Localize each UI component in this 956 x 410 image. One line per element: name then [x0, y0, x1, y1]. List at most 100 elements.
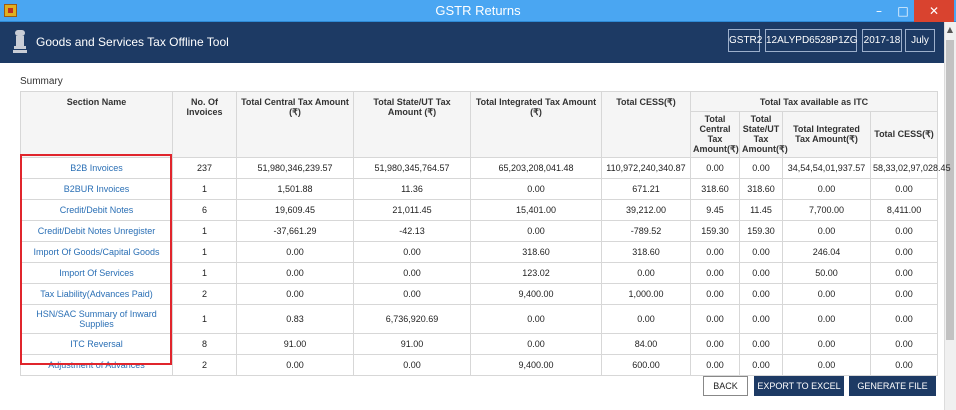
- cell-invoices: 1: [172, 304, 237, 334]
- cell-state: 91.00: [353, 333, 471, 355]
- col-itc-central: Total Central Tax Amount(₹): [690, 111, 740, 158]
- cell-central: 19,609.45: [236, 199, 354, 221]
- cell-cess: -789.52: [601, 220, 691, 242]
- cell-itc-cess: 8,411.00: [869, 199, 939, 221]
- cell-itc-central: 318.60: [690, 178, 740, 200]
- month-badge: July: [905, 29, 935, 52]
- scroll-up-icon[interactable]: ▲: [946, 25, 954, 34]
- cell-itc-integrated: 0.00: [782, 333, 871, 355]
- cell-state: 6,736,920.69: [353, 304, 471, 334]
- cell-itc-cess: 0.00: [869, 220, 939, 242]
- cell-itc-cess: 0.00: [869, 178, 939, 200]
- cell-state: 0.00: [353, 283, 471, 305]
- cell-cess: 318.60: [601, 241, 691, 263]
- col-itc-integrated: Total Integrated Tax Amount(₹): [782, 111, 871, 158]
- app-header: Goods and Services Tax Offline Tool GSTR…: [0, 22, 944, 63]
- scrollbar-thumb[interactable]: [946, 40, 954, 340]
- cell-itc-integrated: 50.00: [782, 262, 871, 284]
- cell-itc-central: 0.00: [690, 283, 740, 305]
- form-badge: GSTR2: [728, 29, 762, 52]
- window-title: GSTR Returns: [435, 3, 521, 18]
- cell-central: 0.00: [236, 241, 354, 263]
- cell-state: 0.00: [353, 354, 471, 376]
- cell-state: 0.00: [353, 241, 471, 263]
- cell-integrated: 0.00: [470, 333, 602, 355]
- cell-invoices: 8: [172, 333, 237, 355]
- cell-state: 11.36: [353, 178, 471, 200]
- cell-cess: 1,000.00: [601, 283, 691, 305]
- minimize-icon[interactable]: –: [876, 4, 882, 18]
- cell-itc-cess: 0.00: [869, 354, 939, 376]
- maximize-icon[interactable]: □: [897, 4, 909, 18]
- app-icon: [4, 4, 17, 17]
- cell-itc-integrated: 0.00: [782, 220, 871, 242]
- cell-itc-integrated: 0.00: [782, 178, 871, 200]
- cell-integrated: 9,400.00: [470, 283, 602, 305]
- summary-table: Section Name No. Of Invoices Total Centr…: [20, 91, 951, 376]
- cell-central: 0.00: [236, 354, 354, 376]
- cell-integrated: 0.00: [470, 178, 602, 200]
- col-section-name: Section Name: [20, 91, 173, 158]
- generate-file-button[interactable]: GENERATE FILE: [849, 376, 936, 396]
- section-link[interactable]: Adjustment of Advances: [20, 354, 173, 376]
- cell-itc-central: 0.00: [690, 241, 740, 263]
- app-title: Goods and Services Tax Offline Tool: [36, 35, 229, 49]
- col-central-tax: Total Central Tax Amount (₹): [236, 91, 354, 158]
- cell-integrated: 0.00: [470, 304, 602, 334]
- cell-itc-state: 11.45: [739, 199, 783, 221]
- col-itc-group: Total Tax available as ITC: [689, 91, 939, 112]
- cell-itc-cess: 58,33,02,97,028.45: [869, 157, 951, 179]
- cell-central: 0.00: [236, 262, 354, 284]
- cell-invoices: 6: [172, 199, 237, 221]
- emblem-icon: [13, 30, 27, 53]
- table-row: B2B Invoices 237 51,980,346,239.57 51,98…: [20, 157, 951, 179]
- window-titlebar: GSTR Returns – □ ✕: [0, 0, 956, 22]
- cell-cess: 0.00: [601, 262, 691, 284]
- gstin-badge: 12ALYPD6528P1ZG: [765, 29, 858, 52]
- col-state-tax: Total State/UT Tax Amount (₹): [353, 91, 471, 158]
- cell-integrated: 318.60: [470, 241, 602, 263]
- cell-itc-cess: 0.00: [869, 262, 939, 284]
- cell-invoices: 1: [172, 178, 237, 200]
- cell-itc-integrated: 7,700.00: [782, 199, 871, 221]
- export-to-excel-button[interactable]: EXPORT TO EXCEL: [754, 376, 844, 396]
- cell-invoices: 237: [172, 157, 237, 179]
- col-itc-state: Total State/UT Tax Amount(₹): [739, 111, 788, 158]
- col-invoices: No. Of Invoices: [172, 91, 237, 158]
- cell-itc-central: 0.00: [690, 262, 740, 284]
- cell-state: 0.00: [353, 262, 471, 284]
- cell-invoices: 1: [172, 262, 237, 284]
- cell-itc-cess: 0.00: [869, 304, 939, 334]
- cell-itc-central: 159.30: [690, 220, 740, 242]
- cell-integrated: 0.00: [470, 220, 602, 242]
- cell-invoices: 2: [172, 283, 237, 305]
- cell-itc-central: 0.00: [690, 304, 740, 334]
- cell-itc-integrated: 246.04: [782, 241, 871, 263]
- cell-cess: 600.00: [601, 354, 691, 376]
- cell-state: -42.13: [353, 220, 471, 242]
- cell-itc-state: 0.00: [739, 333, 783, 355]
- cell-itc-integrated: 34,54,54,01,937.57: [782, 157, 871, 179]
- close-icon[interactable]: ✕: [914, 0, 954, 22]
- cell-itc-central: 9.45: [690, 199, 740, 221]
- cell-cess: 110,972,240,340.87: [601, 157, 691, 179]
- cell-cess: 39,212.00: [601, 199, 691, 221]
- cell-cess: 0.00: [601, 304, 691, 334]
- cell-itc-state: 0.00: [739, 157, 783, 179]
- table-row: Import Of Services 1 0.00 0.00 123.02 0.…: [20, 262, 939, 284]
- cell-itc-integrated: 0.00: [782, 304, 871, 334]
- section-name-highlight: [20, 154, 172, 365]
- section-link[interactable]: HSN/SAC Summary of Inward Supplies: [20, 304, 173, 334]
- back-button[interactable]: BACK: [703, 376, 748, 396]
- col-cess: Total CESS(₹): [601, 91, 691, 158]
- cell-central: 91.00: [236, 333, 354, 355]
- cell-state: 21,011.45: [353, 199, 471, 221]
- cell-itc-integrated: 0.00: [782, 354, 871, 376]
- cell-itc-cess: 0.00: [869, 283, 939, 305]
- cell-integrated: 65,203,208,041.48: [470, 157, 602, 179]
- cell-itc-state: 0.00: [739, 262, 783, 284]
- cell-central: -37,661.29: [236, 220, 354, 242]
- cell-state: 51,980,345,764.57: [353, 157, 471, 179]
- cell-itc-central: 0.00: [690, 354, 740, 376]
- cell-itc-state: 318.60: [739, 178, 783, 200]
